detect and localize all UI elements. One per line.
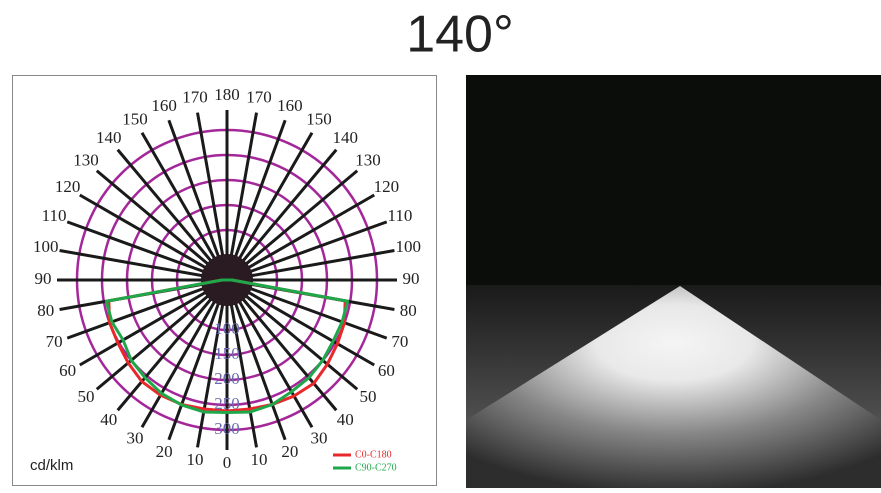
angle-spoke <box>66 220 228 282</box>
angle-spoke <box>225 279 338 412</box>
intensity-curve <box>104 278 228 414</box>
angle-spoke <box>225 112 258 281</box>
angle-label: 80 <box>400 301 417 320</box>
angle-label: 50 <box>78 387 95 406</box>
intensity-curve <box>226 278 350 414</box>
angle-label: 20 <box>281 442 298 461</box>
angle-spoke <box>79 193 228 282</box>
angle-spoke <box>225 119 287 281</box>
title: 140° <box>406 6 514 64</box>
angle-label: 20 <box>156 442 173 461</box>
angle-label: 150 <box>122 110 148 129</box>
angle-label: 30 <box>311 428 328 447</box>
angle-spoke <box>116 148 229 281</box>
legend-label: C90-C270 <box>355 462 397 473</box>
light-cone <box>466 286 881 488</box>
angle-spoke <box>225 279 287 441</box>
angle-spoke <box>95 169 228 282</box>
angle-spoke <box>196 112 229 281</box>
angle-label: 10 <box>187 450 204 469</box>
angle-label: 100 <box>395 237 421 256</box>
angle-spoke <box>59 249 228 282</box>
angle-spoke <box>79 278 228 367</box>
angle-label: 130 <box>355 151 381 170</box>
angle-spoke <box>225 279 258 448</box>
angle-label: 70 <box>46 332 63 351</box>
angle-spoke <box>226 278 359 391</box>
angle-spoke <box>226 220 388 282</box>
radial-tick-label: 150 <box>214 344 240 363</box>
angle-label: 90 <box>35 269 52 288</box>
angle-spoke <box>167 279 229 441</box>
angle-label: 90 <box>403 269 420 288</box>
angle-label: 140 <box>96 128 122 147</box>
angle-label: 160 <box>151 96 177 115</box>
angle-spoke <box>196 279 229 448</box>
angle-label: 140 <box>333 128 359 147</box>
angle-label: 170 <box>246 88 272 107</box>
angle-spoke <box>167 119 229 281</box>
angle-label: 0 <box>223 453 232 472</box>
unit-label: cd/klm <box>30 457 73 474</box>
angle-label: 160 <box>277 96 303 115</box>
angle-label: 50 <box>359 387 376 406</box>
angle-spoke <box>116 279 229 412</box>
angle-label: 40 <box>100 410 117 429</box>
angle-label: 10 <box>250 450 267 469</box>
angle-label: 60 <box>59 361 76 380</box>
angle-spoke <box>140 279 229 428</box>
angle-label: 120 <box>374 177 400 196</box>
angle-spoke <box>226 193 375 282</box>
radial-tick-label: 100 <box>214 319 240 338</box>
angle-spoke <box>226 169 359 282</box>
angle-spoke <box>225 148 338 281</box>
angle-label: 30 <box>127 428 144 447</box>
angle-label: 80 <box>37 301 54 320</box>
radial-tick-label: 250 <box>214 394 240 413</box>
angle-label: 110 <box>42 206 67 225</box>
angle-spoke <box>226 278 375 367</box>
angle-spoke <box>225 132 314 281</box>
angle-label: 100 <box>33 237 59 256</box>
angle-label: 60 <box>378 361 395 380</box>
angle-label: 70 <box>391 332 408 351</box>
legend-label: C0-C180 <box>355 449 392 460</box>
angle-spoke <box>226 278 388 340</box>
angle-label: 110 <box>387 206 412 225</box>
angle-label: 120 <box>55 177 81 196</box>
radial-tick-label: 300 <box>214 419 240 438</box>
angle-spoke <box>140 132 229 281</box>
radial-tick-label: 200 <box>214 369 240 388</box>
angle-label: 170 <box>182 88 208 107</box>
angle-spoke <box>66 278 228 340</box>
angle-spoke <box>226 249 395 282</box>
angle-label: 180 <box>214 85 240 104</box>
angle-spoke <box>95 278 228 391</box>
angle-label: 130 <box>73 151 99 170</box>
angle-spoke <box>225 279 314 428</box>
angle-label: 150 <box>306 110 332 129</box>
angle-label: 40 <box>337 410 354 429</box>
